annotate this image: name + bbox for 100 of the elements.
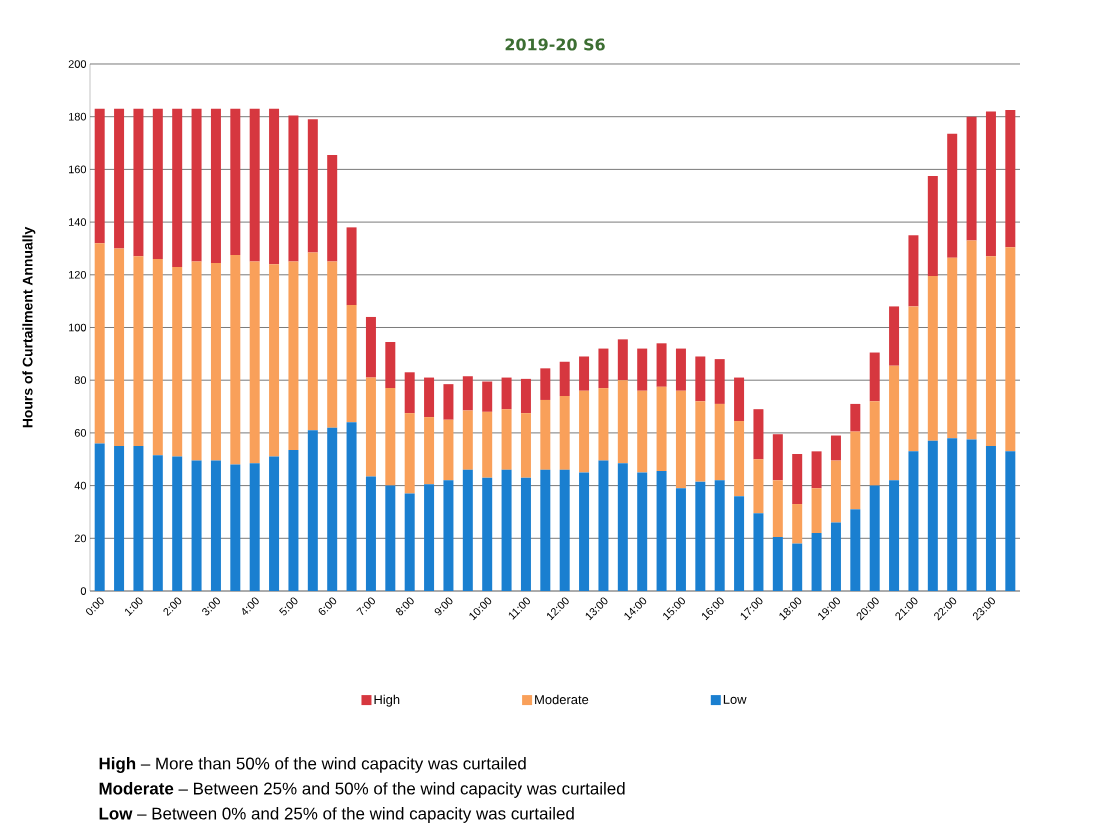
bar (811, 533, 822, 591)
bar (482, 477, 493, 591)
bar (191, 108, 202, 262)
bar (365, 377, 376, 477)
bar (811, 451, 822, 489)
legend-label: Low (723, 694, 747, 704)
bar (482, 381, 493, 412)
bar (811, 488, 822, 534)
text: Low – Between 0% and 25% of the wind capacity was curtailed (99, 807, 574, 823)
bar (947, 438, 958, 591)
bar (869, 352, 880, 402)
bar (404, 372, 415, 414)
bar (114, 446, 125, 591)
y-tick-label: 0 (80, 587, 87, 595)
bar (443, 419, 454, 481)
bar (675, 348, 686, 391)
bar (327, 261, 338, 428)
bar (520, 477, 531, 591)
bar (850, 509, 861, 591)
bar (210, 460, 221, 591)
y-tick-label: 160 (69, 165, 87, 174)
bar (656, 386, 667, 472)
y-axis-title: Hours of Curtailment Annually (22, 226, 36, 428)
bar (869, 485, 880, 591)
bar (675, 488, 686, 591)
bar (753, 513, 764, 591)
bar (714, 480, 725, 591)
bar (695, 356, 706, 402)
bar (772, 536, 783, 591)
bar (830, 522, 841, 591)
bar (869, 401, 880, 486)
bar (734, 496, 745, 591)
bar (133, 446, 144, 591)
y-tick-label: 80 (74, 376, 87, 385)
bar (230, 255, 241, 465)
bar (579, 472, 590, 591)
bar (598, 348, 609, 389)
bar (908, 235, 919, 307)
bar (172, 108, 183, 267)
bar (617, 463, 628, 591)
bar (288, 261, 299, 451)
bar (365, 476, 376, 591)
bar (559, 469, 570, 591)
bar (792, 543, 803, 591)
bar (598, 388, 609, 461)
bar (637, 348, 648, 391)
bar (94, 443, 105, 591)
bar (424, 377, 435, 418)
bar (617, 339, 628, 381)
bar (346, 305, 357, 423)
bar (152, 258, 163, 456)
y-tick-label: 100 (69, 323, 87, 332)
bar (792, 453, 803, 505)
bar (230, 464, 241, 591)
bar (385, 341, 396, 389)
bar (114, 108, 125, 249)
bar (637, 472, 648, 591)
bar (908, 306, 919, 452)
bar (94, 108, 105, 244)
bar (792, 504, 803, 544)
bar (152, 455, 163, 591)
bar (985, 256, 996, 447)
bar (501, 469, 512, 591)
bar (269, 456, 280, 591)
bar (152, 108, 163, 259)
bar (908, 451, 919, 591)
bar (540, 368, 551, 400)
bar (94, 243, 105, 444)
bar (230, 108, 241, 256)
bar (346, 227, 357, 306)
text: High – More than 50% of the wind capacity was curtailed (99, 757, 526, 773)
bar (114, 248, 125, 447)
bar (889, 306, 900, 366)
bar (210, 108, 221, 263)
bar (598, 460, 609, 591)
bar (288, 115, 299, 262)
bar (424, 484, 435, 591)
bar (966, 439, 977, 591)
bar (249, 463, 260, 591)
bar (307, 252, 318, 431)
bar (947, 133, 958, 258)
bar (540, 469, 551, 591)
bar (927, 440, 938, 591)
bar (540, 399, 551, 470)
bar (947, 257, 958, 439)
x-tick-label: 4:00 (242, 597, 259, 616)
bar (714, 403, 725, 481)
bar (985, 111, 996, 257)
bar (462, 376, 473, 411)
bar (520, 378, 531, 414)
bar (850, 403, 861, 432)
bar (695, 401, 706, 482)
bar (462, 410, 473, 470)
bar (637, 390, 648, 473)
chart-title: 2019-20 S6 (505, 38, 605, 51)
bar (927, 175, 938, 277)
legend-label: Moderate (535, 694, 589, 705)
bar (966, 116, 977, 241)
bar (191, 261, 202, 461)
bar (889, 365, 900, 481)
